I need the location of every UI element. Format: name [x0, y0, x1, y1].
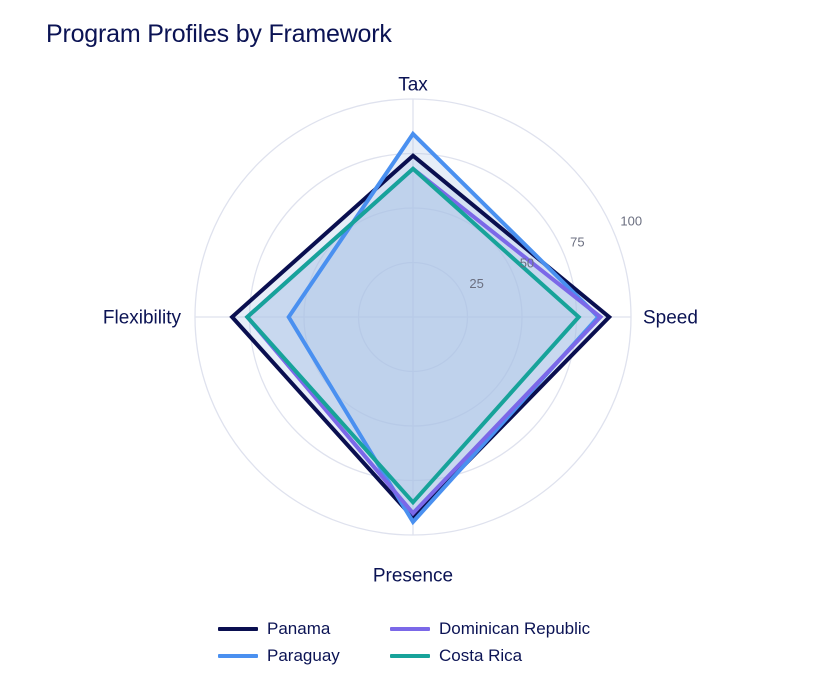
- series-fill-paraguay: [288, 133, 599, 522]
- tick-label-100: 100: [620, 214, 642, 229]
- axis-label-tax: Tax: [398, 74, 428, 95]
- legend-label-costa-rica: Costa Rica: [439, 645, 523, 665]
- legend-item-panama: Panama: [218, 617, 390, 640]
- legend-swatch-dominican-republic: [390, 626, 430, 631]
- chart-title: Program Profiles by Framework: [46, 20, 392, 48]
- series-line-costa-rica: [244, 166, 582, 506]
- legend-item-paraguay: Paraguay: [218, 644, 390, 667]
- legend-label-panama: Panama: [267, 618, 331, 638]
- legend-swatch-costa-rica: [390, 653, 430, 658]
- tick-label-75: 75: [570, 234, 584, 249]
- legend-swatch-panama: [218, 626, 258, 631]
- axis-label-flexibility: Flexibility: [103, 308, 182, 329]
- series-fill-layer: [232, 133, 610, 522]
- series-fill-costa-rica: [247, 168, 579, 503]
- legend-item-dominican-republic: Dominican Republic: [390, 617, 620, 640]
- series-line-layer: [229, 130, 613, 526]
- tick-label-50: 50: [520, 255, 534, 270]
- tick-label-25: 25: [469, 276, 483, 291]
- legend: Panama Dominican Republic Paraguay Costa Ri…: [218, 617, 638, 667]
- legend-label-paraguay: Paraguay: [267, 645, 340, 665]
- legend-item-costa-rica: Costa Rica: [390, 644, 620, 667]
- legend-swatch-paraguay: [218, 653, 258, 658]
- axis-labels: Tax Speed Presence Flexibility: [103, 74, 698, 586]
- legend-label-dominican-republic: Dominican Republic: [439, 618, 591, 638]
- radar-chart: 25 50 75 100 Tax Speed Presence Flexibility: [103, 74, 698, 586]
- axis-label-presence: Presence: [373, 566, 453, 587]
- radial-tick-labels: 25 50 75 100: [469, 214, 642, 292]
- series-line-paraguay: [286, 130, 602, 526]
- axis-label-speed: Speed: [643, 308, 698, 329]
